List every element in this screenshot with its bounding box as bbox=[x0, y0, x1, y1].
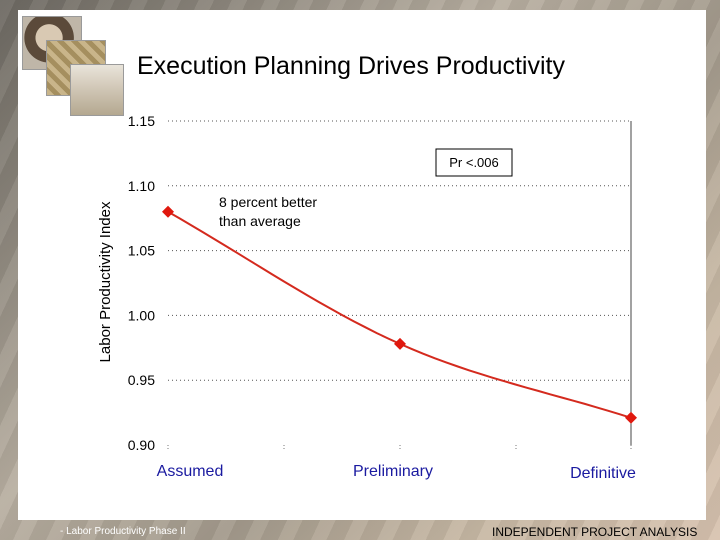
callout-line-2: than average bbox=[219, 213, 301, 229]
data-point-marker bbox=[162, 205, 174, 218]
footer-company: INDEPENDENT PROJECT ANALYSIS bbox=[492, 525, 698, 539]
pvalue-annotation: Pr <.006 bbox=[449, 155, 499, 170]
data-point-marker bbox=[394, 337, 406, 350]
y-axis-label: Labor Productivity Index bbox=[97, 201, 114, 362]
callout-line-1: 8 percent better bbox=[219, 194, 317, 210]
x-category-label: Preliminary bbox=[353, 463, 433, 480]
series-line bbox=[167, 210, 632, 419]
grid-lines bbox=[167, 120, 632, 450]
footer-source: - Labor Productivity Phase II bbox=[60, 526, 186, 537]
slide-title: Execution Planning Drives Productivity bbox=[137, 52, 565, 80]
y-axis-ticks: 0.90 0.95 1.00 1.05 1.10 1.15 bbox=[128, 113, 155, 453]
y-tick-label: 1.15 bbox=[128, 113, 155, 129]
y-tick-label: 1.05 bbox=[128, 243, 155, 259]
data-markers bbox=[162, 205, 637, 424]
x-category-label: Assumed bbox=[157, 463, 224, 480]
y-tick-label: 1.10 bbox=[128, 178, 155, 194]
data-point-marker bbox=[625, 411, 637, 424]
y-tick-label: 1.00 bbox=[128, 307, 155, 323]
y-tick-label: 0.95 bbox=[128, 372, 155, 388]
y-tick-label: 0.90 bbox=[128, 437, 155, 453]
x-axis-categories: Assumed Preliminary Definitive bbox=[157, 463, 636, 482]
equipment-photo-tile bbox=[70, 64, 124, 116]
x-category-label: Definitive bbox=[570, 465, 636, 482]
slide-panel bbox=[18, 10, 706, 520]
pvalue-box bbox=[435, 148, 513, 177]
plot-area-frame bbox=[168, 121, 631, 445]
